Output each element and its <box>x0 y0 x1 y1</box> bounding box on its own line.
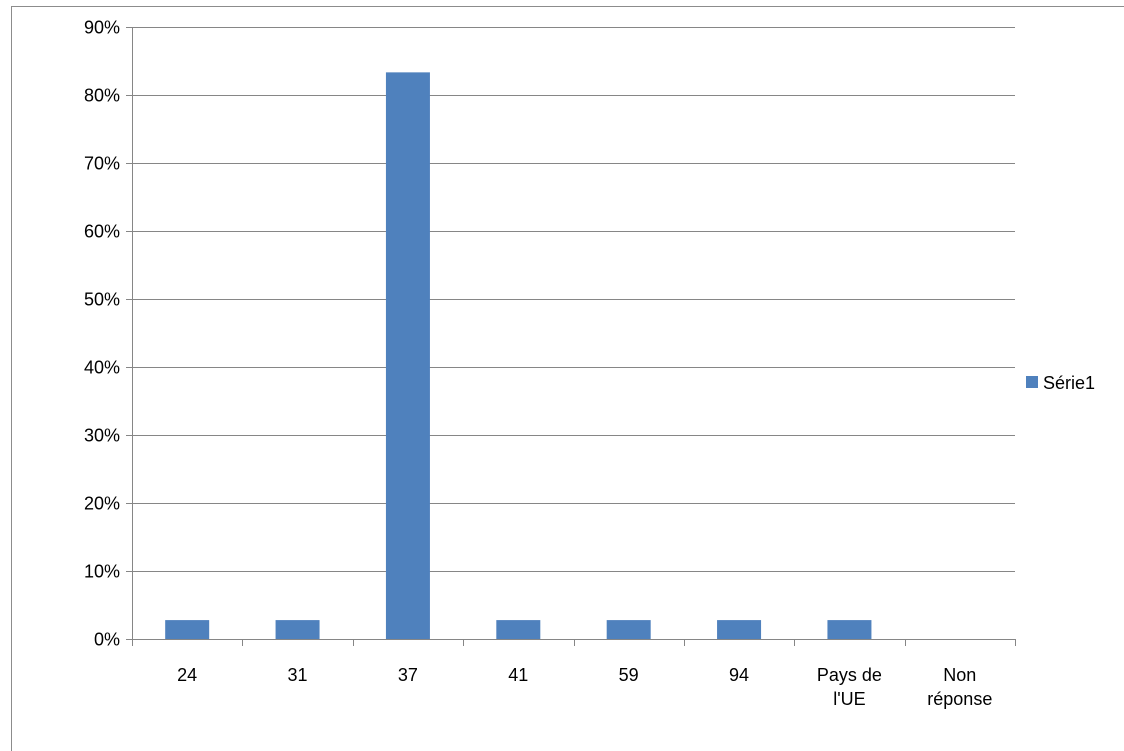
x-tick-label: 37 <box>398 665 418 685</box>
x-tick-label-line: 59 <box>619 665 639 685</box>
x-tick-label: 41 <box>508 665 528 685</box>
y-tick-label: 30% <box>84 426 120 446</box>
x-tick-label-line: Non <box>943 665 976 685</box>
x-tick-label-line: Pays de <box>817 665 882 685</box>
x-tick-label: 31 <box>288 665 308 685</box>
y-tick-label: 60% <box>84 222 120 242</box>
bar-94 <box>717 620 762 639</box>
y-tick-label: 10% <box>84 562 120 582</box>
bar-41 <box>496 620 541 639</box>
bar-24 <box>165 620 210 639</box>
y-tick-label: 70% <box>84 154 120 174</box>
bar-37 <box>385 72 430 639</box>
x-tick-label: 94 <box>729 665 749 685</box>
bar-59 <box>606 620 651 639</box>
x-tick-label-line: réponse <box>927 689 992 709</box>
legend-swatch-serie1 <box>1026 376 1038 388</box>
x-tick-label-line: l'UE <box>833 689 865 709</box>
y-tick-label: 80% <box>84 86 120 106</box>
bars <box>165 72 872 639</box>
y-axis-tick-labels: 0% 10% 20% 30% 40% 50% 60% 70% 80% 90% <box>84 18 120 650</box>
gridlines <box>132 27 1015 572</box>
x-tick-label-line: 24 <box>177 665 197 685</box>
x-tick-label: 24 <box>177 665 197 685</box>
bar-31 <box>275 620 320 639</box>
x-tick-label-line: 31 <box>288 665 308 685</box>
y-tick-label: 0% <box>94 630 120 650</box>
y-tick-label: 20% <box>84 494 120 514</box>
x-axis-tick-labels: 24 31 37 41 59 94 Pays de l'UE Non réponse <box>177 665 992 709</box>
x-tick-label-line: 41 <box>508 665 528 685</box>
x-tick-label-line: 94 <box>729 665 749 685</box>
legend: Série1 <box>1026 373 1095 393</box>
y-tick-label: 50% <box>84 290 120 310</box>
y-tick-label: 40% <box>84 358 120 378</box>
legend-label-serie1: Série1 <box>1043 373 1095 393</box>
x-tick-label: Pays de l'UE <box>817 665 882 709</box>
x-tick-label: 59 <box>619 665 639 685</box>
bar-pays-de-l-ue <box>827 620 872 639</box>
chart-frame <box>11 6 1124 751</box>
axes <box>126 27 1016 646</box>
x-tick-label-line: 37 <box>398 665 418 685</box>
y-tick-label: 90% <box>84 18 120 38</box>
x-tick-label: Non réponse <box>927 665 992 709</box>
